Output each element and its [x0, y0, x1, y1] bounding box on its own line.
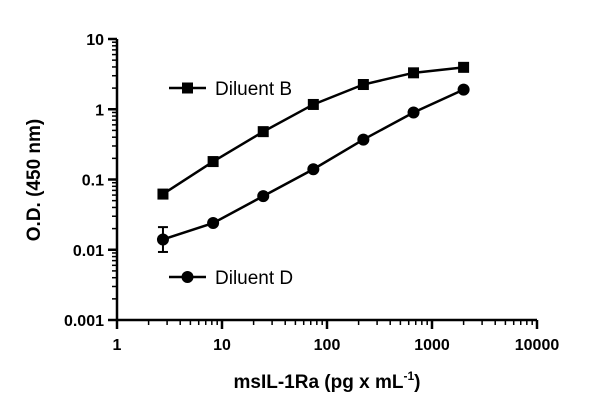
- data-point: [207, 156, 219, 168]
- x-tick-label: 10000: [515, 337, 560, 354]
- legend-marker: [182, 82, 193, 94]
- data-point: [357, 133, 370, 146]
- y-tick-label: 0.001: [64, 313, 104, 330]
- data-point: [257, 190, 270, 203]
- legend-label: Diluent B: [215, 79, 292, 100]
- x-axis-title-sup: -1: [403, 369, 414, 383]
- y-tick-label: 10: [86, 32, 104, 49]
- data-point: [207, 217, 220, 230]
- y-tick-label: 1: [95, 102, 104, 119]
- y-tick-label: 0.01: [73, 243, 104, 260]
- series-diluent-b: [157, 61, 470, 200]
- series-diluent-d: [156, 83, 470, 253]
- x-tick-label: 1: [113, 337, 122, 354]
- y-axis-title: O.D. (450 nm): [24, 119, 45, 241]
- legend-label: Diluent D: [215, 268, 293, 289]
- data-point: [407, 106, 420, 119]
- data-point: [457, 83, 470, 96]
- data-point: [157, 188, 169, 200]
- data-point: [257, 126, 269, 138]
- data-point: [307, 163, 320, 176]
- legend-item-diluent-b: Diluent B: [169, 79, 292, 100]
- data-point: [408, 67, 420, 79]
- x-tick-label: 10: [213, 337, 231, 354]
- data-point: [156, 233, 169, 246]
- data-point: [307, 98, 319, 110]
- x-tick-label: 100: [314, 337, 341, 354]
- legend-marker: [181, 271, 194, 283]
- y-tick-label: 0.1: [82, 173, 104, 190]
- series-layer: Diluent B Diluent D: [156, 61, 470, 289]
- data-point: [458, 61, 470, 73]
- x-tick-label: 1000: [414, 337, 450, 354]
- x-axis-title: msIL-1Ra (pg x mL-1): [234, 369, 421, 393]
- legend-item-diluent-d: Diluent D: [169, 268, 293, 289]
- axes: 0.001 0.01 0.1 1 10 1 10 100 1000 10000: [64, 32, 559, 354]
- data-point: [357, 79, 369, 91]
- x-axis-title-tail: ): [414, 372, 420, 393]
- x-axis-title-main: msIL-1Ra (pg x mL: [234, 372, 404, 393]
